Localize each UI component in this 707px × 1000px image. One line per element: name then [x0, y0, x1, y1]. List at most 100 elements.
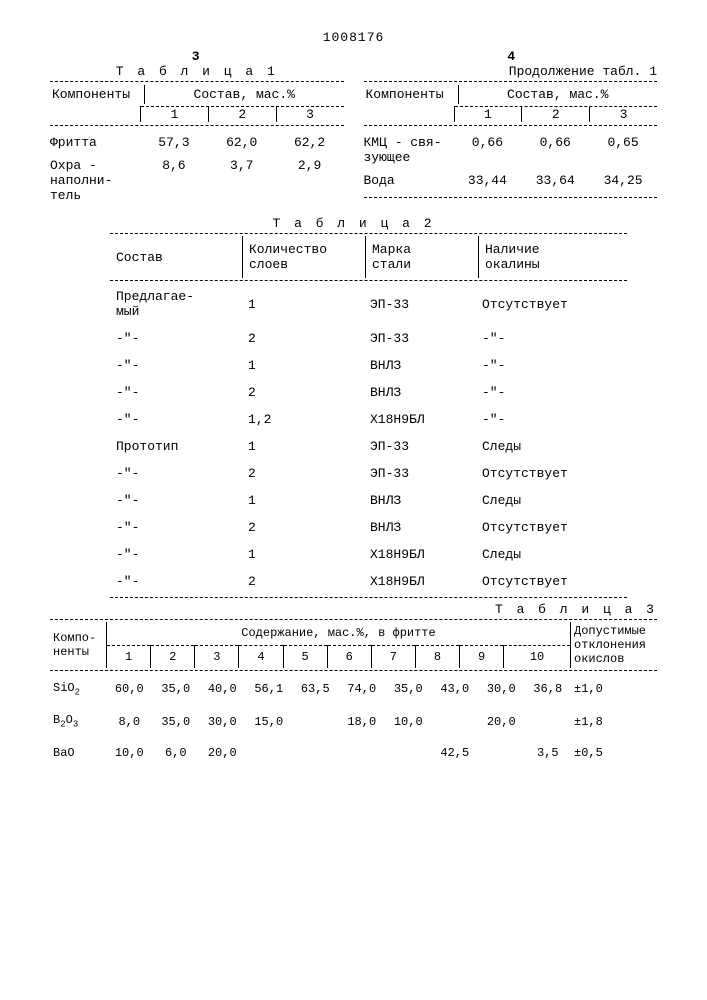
table1-cont: Продолжение табл. 1: [364, 64, 658, 79]
cell: КМЦ - свя- зующее: [364, 135, 454, 165]
table2-body: Предлагае- мый 1 ЭП-33 Отсутствует-"- 2 …: [110, 283, 627, 595]
cell: 56,1: [246, 679, 293, 699]
cell: Отсутствует: [476, 568, 627, 595]
cell: 1,2: [242, 406, 364, 433]
cell: Вода: [364, 173, 454, 188]
cell: Отсутствует: [476, 283, 627, 325]
table1-left: Т а б л и ц а 1 Компоненты Состав, мас.%…: [50, 64, 344, 210]
t3-h-comp: Компо- ненты: [50, 622, 107, 668]
table-row: Прототип 1 ЭП-33 Следы: [110, 433, 627, 460]
cell: 0,65: [589, 135, 657, 165]
cell: [292, 711, 339, 731]
t3-col: 9: [460, 645, 504, 668]
table-row: BaO10,06,020,042,53,5±0,5: [50, 744, 657, 762]
table-row: -"- 2 ЭП-33 -"-: [110, 325, 627, 352]
table-row: -"- 1,2 Х18Н9БЛ -"-: [110, 406, 627, 433]
cell: SiO2: [50, 679, 106, 699]
cell: 40,0: [199, 679, 246, 699]
cell: B2O3: [50, 711, 106, 731]
t3-col: 8: [415, 645, 459, 668]
cell: 3,5: [525, 744, 572, 762]
table-row: -"- 2 Х18Н9БЛ Отсутствует: [110, 568, 627, 595]
table-row: Предлагае- мый 1 ЭП-33 Отсутствует: [110, 283, 627, 325]
t3-col: 4: [239, 645, 283, 668]
page-left: 3: [192, 49, 200, 64]
cell: -"-: [110, 568, 242, 595]
t3-h-content: Содержание, мас.%, в фритте: [107, 622, 571, 645]
t3-col: 2: [151, 645, 195, 668]
cell: -"-: [110, 541, 242, 568]
cell: Отсутствует: [476, 514, 627, 541]
cell: 0,66: [521, 135, 589, 165]
cell: ЭП-33: [364, 460, 476, 487]
t1-col2: 2: [209, 107, 277, 122]
t1-col1: 1: [141, 107, 209, 122]
table3-body: SiO260,035,040,056,163,574,035,043,030,0…: [50, 679, 657, 774]
cell: 2: [242, 514, 364, 541]
cell: -"-: [110, 352, 242, 379]
table3-title: Т а б л и ц а 3: [50, 602, 657, 617]
cell: -"-: [110, 379, 242, 406]
t1r-header-sostav: Состав, мас.%: [459, 85, 658, 104]
t1-header-components: Компоненты: [50, 85, 145, 104]
cell: Прототип: [110, 433, 242, 460]
table-row: -"- 2 ВНЛЗ Отсутствует: [110, 514, 627, 541]
top-row: 3 4: [50, 49, 657, 64]
table-row: -"- 1 Х18Н9БЛ Следы: [110, 541, 627, 568]
table-row: Фритта 57,3 62,0 62,2: [50, 134, 344, 151]
cell: Предлагае- мый: [110, 283, 242, 325]
cell: 15,0: [246, 711, 293, 731]
cell: ЭП-33: [364, 325, 476, 352]
cell: ЭП-33: [364, 283, 476, 325]
cell: Х18Н9БЛ: [364, 406, 476, 433]
table-row: -"- 1 ВНЛЗ Следы: [110, 487, 627, 514]
cell: Следы: [476, 487, 627, 514]
t3-col: 3: [195, 645, 239, 668]
cell: 1: [242, 433, 364, 460]
cell: 1: [242, 283, 364, 325]
cell: 8,0: [106, 711, 153, 731]
cell: -"-: [476, 325, 627, 352]
cell: 57,3: [140, 135, 208, 150]
cell: ВНЛЗ: [364, 352, 476, 379]
table-row: Охра - наполни- тель 8,6 3,7 2,9: [50, 157, 344, 204]
t1r-header-components: Компоненты: [364, 85, 459, 104]
cell: 62,0: [208, 135, 276, 150]
cell: 43,0: [432, 679, 479, 699]
cell: Следы: [476, 541, 627, 568]
cell: 1: [242, 487, 364, 514]
t3-col: 1: [107, 645, 151, 668]
cell: 2,9: [276, 158, 344, 203]
cell: Фритта: [50, 135, 140, 150]
cell: -"-: [110, 460, 242, 487]
table-row: SiO260,035,040,056,163,574,035,043,030,0…: [50, 679, 657, 699]
table-row: Вода 33,44 33,64 34,25: [364, 172, 658, 189]
t3-h-tol: Допустимые отклонения окислов: [571, 622, 658, 668]
cell: 0,66: [454, 135, 522, 165]
t3-col: 7: [371, 645, 415, 668]
cell: Х18Н9БЛ: [364, 541, 476, 568]
table1-right: Продолжение табл. 1 Компоненты Состав, м…: [364, 64, 658, 210]
table-row: -"- 2 ВНЛЗ -"-: [110, 379, 627, 406]
table2: Состав Количество слоев Марка стали Нали…: [110, 236, 627, 278]
cell: 35,0: [153, 679, 200, 699]
t1r-col2: 2: [522, 107, 590, 122]
cell: BaO: [50, 744, 106, 762]
t2-h-scale: Наличие окалины: [479, 236, 628, 278]
cell: -"-: [476, 352, 627, 379]
cell: 74,0: [339, 679, 386, 699]
cell: [339, 744, 386, 762]
cell: ВНЛЗ: [364, 379, 476, 406]
cell: Х18Н9БЛ: [364, 568, 476, 595]
t1r-col1: 1: [455, 107, 523, 122]
table-row: КМЦ - свя- зующее 0,66 0,66 0,65: [364, 134, 658, 166]
cell: 3,7: [208, 158, 276, 203]
cell: 63,5: [292, 679, 339, 699]
cell: 10,0: [106, 744, 153, 762]
cell: 36,8: [525, 679, 572, 699]
t3-col: 6: [327, 645, 371, 668]
table-row: -"- 1 ВНЛЗ -"-: [110, 352, 627, 379]
cell: 30,0: [478, 679, 525, 699]
cell: 2: [242, 325, 364, 352]
cell: [432, 711, 479, 731]
